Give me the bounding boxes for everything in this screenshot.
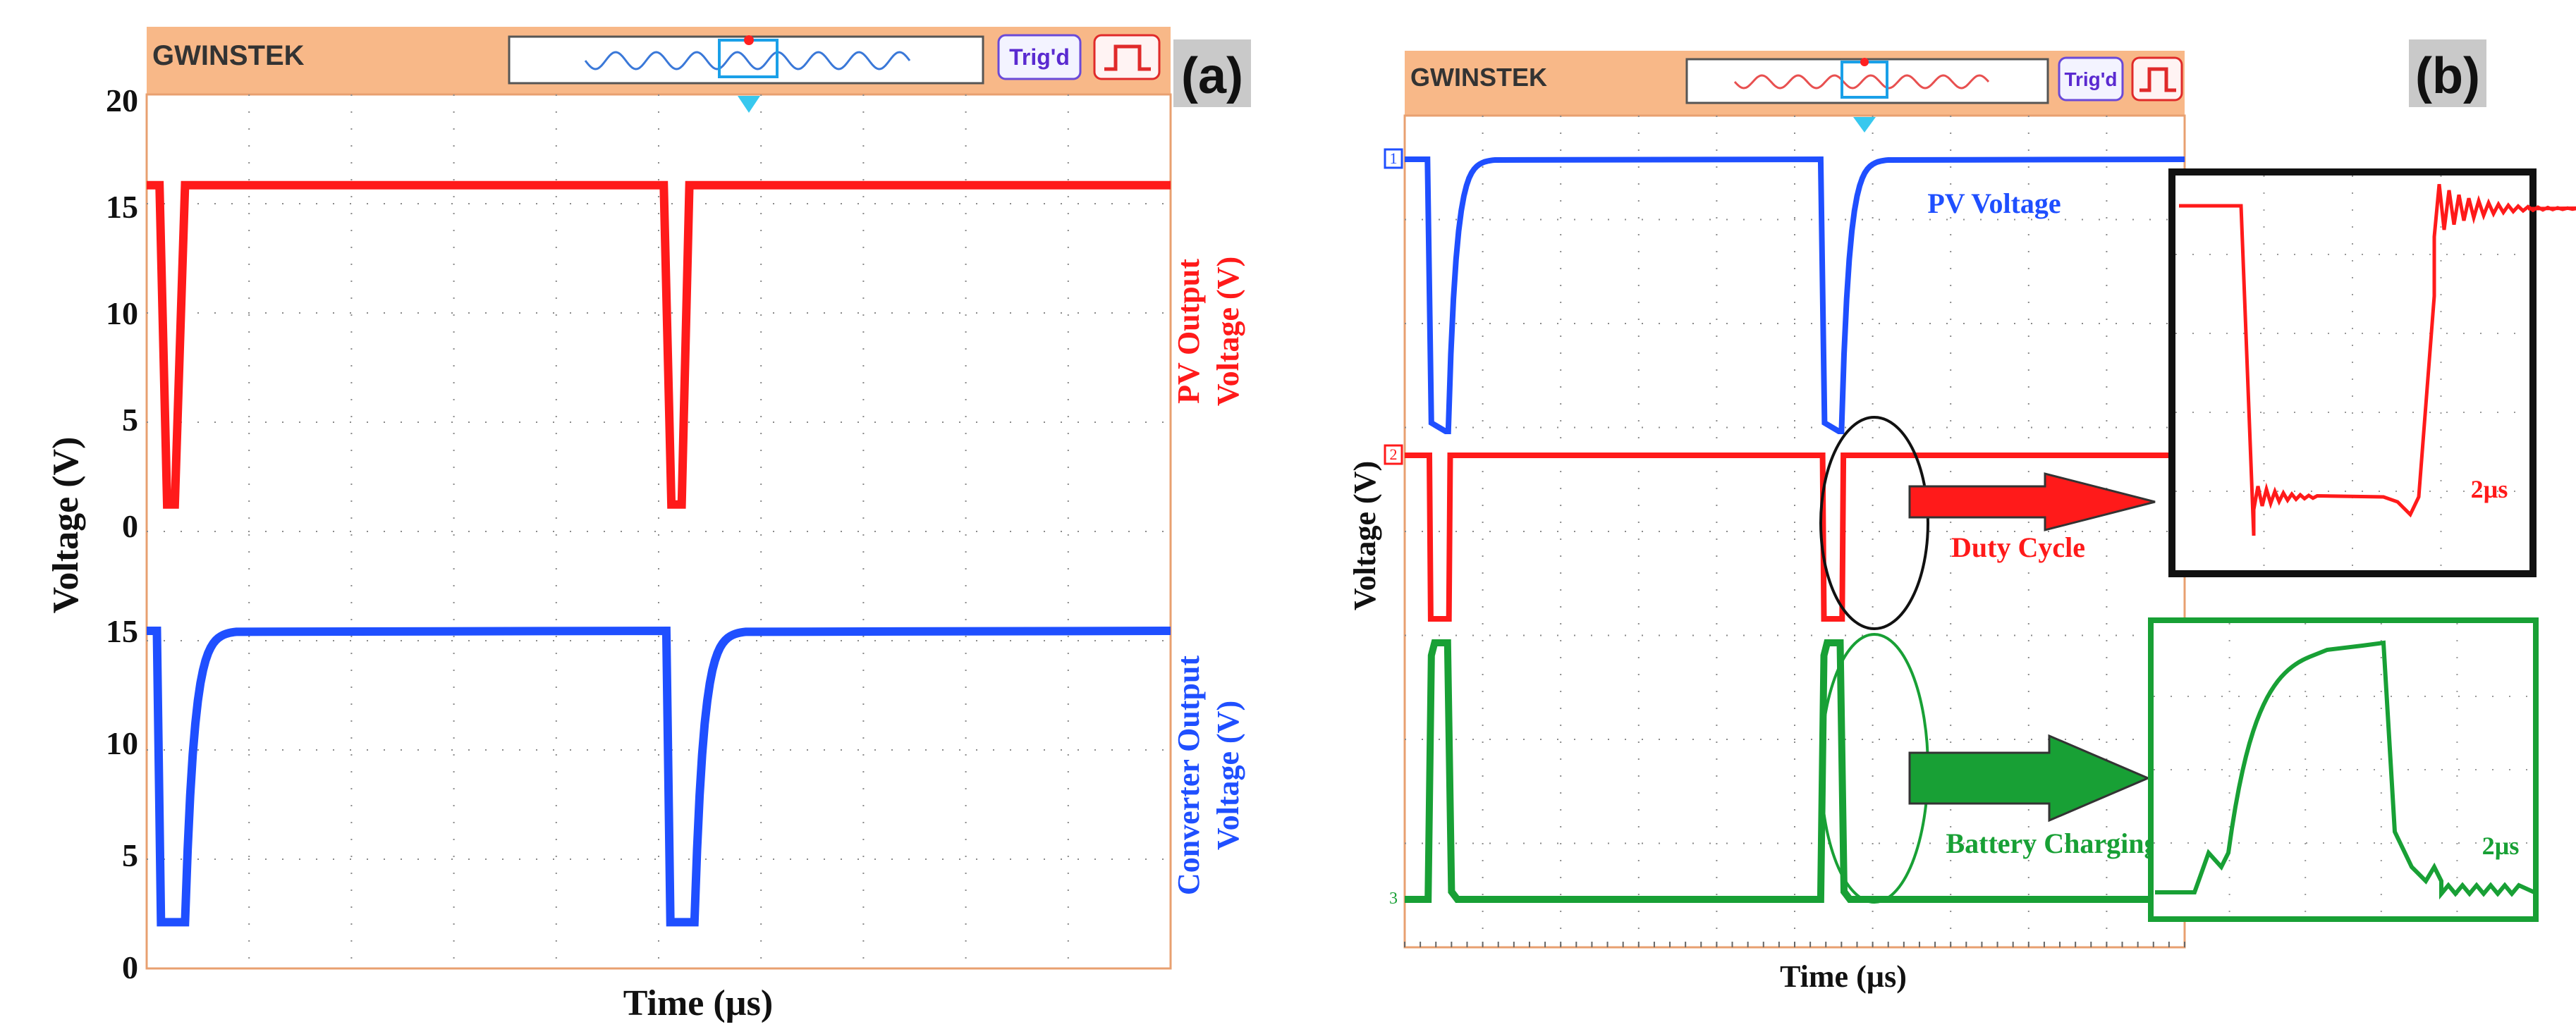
- converter-output-label-line1: Converter Output: [1171, 656, 1206, 896]
- panel-a-pulse-badge: [1093, 34, 1161, 80]
- lower-tick-label: 10: [106, 725, 138, 761]
- panel-b-overview-wave: [1733, 74, 1990, 90]
- panel-a-xlabel: Time (µs): [623, 983, 773, 1023]
- ch1-marker: 1: [1390, 149, 1398, 167]
- panel-a-label: (a): [1181, 48, 1243, 104]
- pv-voltage-series: [1405, 156, 2185, 434]
- panel-b-brand: GWINSTEK: [1410, 63, 1547, 92]
- battery-charging-arrow: [1908, 734, 2151, 823]
- duty-cycle-zoom-inset: 2µs: [2168, 168, 2576, 577]
- upper-tick-label: 15: [106, 189, 138, 225]
- panel-b-grid: [1404, 116, 2185, 947]
- lower-tick-label: 0: [122, 949, 138, 985]
- panel-b-label-bg: [2409, 39, 2486, 107]
- pulse-icon: [1104, 44, 1151, 71]
- battery-charging-zoom-frame: [2148, 617, 2539, 922]
- panel-a-trigger-point: [744, 35, 754, 45]
- duty-cycle-arrow: [1908, 472, 2156, 531]
- panel-a-lower-ticks: 15 10 5 0: [106, 613, 138, 985]
- panel-a-trigger-marker: [738, 96, 760, 113]
- ch2-marker: 2: [1390, 445, 1398, 463]
- converter-output-voltage-series: [147, 626, 1171, 927]
- panel-a-brand: GWINSTEK: [152, 40, 305, 71]
- panel-b-pulse-badge: [2131, 56, 2183, 101]
- panel-a-overview-wave: [584, 51, 911, 70]
- panel-b-trigger-point: [1860, 58, 1869, 66]
- duty-cycle-label: Duty Cycle: [1951, 531, 2085, 563]
- lower-tick-label: 15: [106, 613, 138, 649]
- panel-b-label: (b): [2415, 48, 2480, 104]
- panel-b-trigger-marker: [1853, 117, 1876, 133]
- duty-cycle-highlight: [1819, 416, 1929, 630]
- duty-cycle-zoom-frame: [2168, 168, 2537, 577]
- ch2-marker-box: [1384, 444, 1403, 465]
- battery-charging-label: Battery Charging: [1946, 827, 2158, 859]
- pv-output-voltage-series: [147, 180, 1171, 509]
- panel-b-trig-badge: [2058, 56, 2124, 101]
- panel-a-trig-badge: [997, 34, 1082, 80]
- panel-b: GWINSTEK Trig'd (b) 1 2 3 PV Voltage Dut…: [1348, 39, 2576, 994]
- upper-tick-label: 5: [122, 402, 138, 438]
- pv-output-label-line1: PV Output: [1171, 259, 1206, 404]
- battery-charging-zoom-timescale: 2µs: [2482, 832, 2520, 860]
- duty-cycle-zoom-trace: [2179, 184, 2576, 536]
- panel-a-ylabel: Voltage (V): [46, 437, 86, 614]
- pulse-icon: [2139, 67, 2176, 92]
- duty-cycle-series: [1405, 453, 2185, 622]
- upper-tick-label: 10: [106, 295, 138, 331]
- panel-a: GWINSTEK Trig'd (a) 20 15 10 5 0 15 10 5 0 Volt…: [46, 27, 1251, 1023]
- battery-charging-zoom-trace: [2155, 640, 2536, 900]
- panel-a-label-bg: [1173, 39, 1251, 107]
- upper-tick-label: 0: [122, 508, 138, 544]
- panel-b-trig-label: Trig'd: [2064, 68, 2117, 90]
- panel-b-ylabel: Voltage (V): [1348, 461, 1382, 610]
- duty-cycle-zoom-timescale: 2µs: [2471, 475, 2508, 503]
- battery-charging-series: [1405, 639, 2185, 903]
- pv-output-label-line2: Voltage (V): [1211, 257, 1245, 406]
- pv-voltage-label: PV Voltage: [1927, 187, 2061, 219]
- upper-tick-label: 20: [106, 82, 138, 118]
- lower-tick-label: 5: [122, 837, 138, 873]
- ch3-marker: 3: [1389, 890, 1398, 908]
- panel-a-grid: [147, 94, 1171, 968]
- battery-charging-zoom-inset: 2µs: [2148, 617, 2539, 922]
- ch1-marker-box: [1384, 148, 1403, 169]
- panel-a-upper-ticks: 20 15 10 5 0: [106, 82, 138, 544]
- panel-b-xlabel: Time (µs): [1780, 959, 1907, 994]
- panel-a-trig-label: Trig'd: [1009, 44, 1070, 70]
- converter-output-label-line2: Voltage (V): [1211, 701, 1245, 850]
